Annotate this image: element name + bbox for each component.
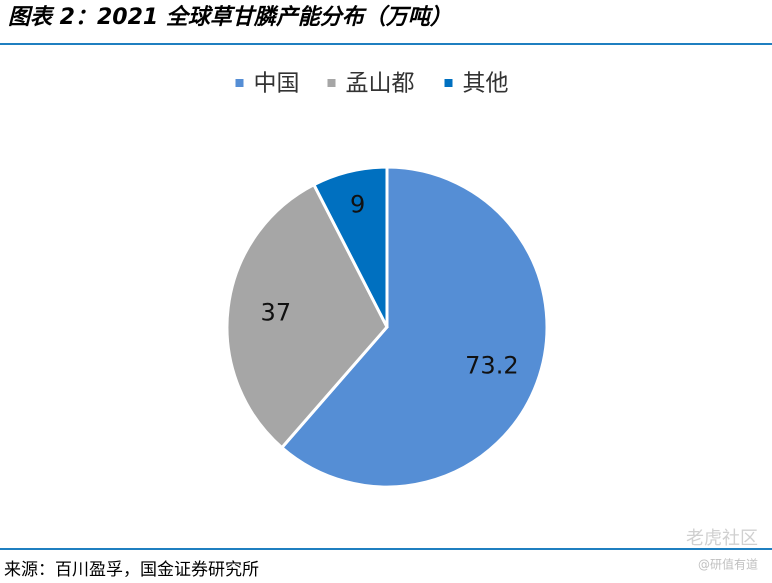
legend-marker [235,79,244,87]
data-label: 37 [261,298,292,326]
source: 来源：百川盈孚，国金证券研究所 [4,560,259,580]
pie-slice [311,165,389,328]
legend-label: 中国 [254,71,300,97]
legend-label: 孟山都 [346,71,415,97]
data-label: 9 [350,191,365,219]
chart-title: 图表 2：2021 全球草甘膦产能分布（万吨） [8,4,452,30]
pie-slice [279,165,549,489]
legend-marker [327,79,336,87]
watermark: 老虎社区 [686,528,758,549]
legend-label: 其他 [463,71,509,97]
legend-marker [444,79,453,87]
data-label: 73.2 [465,351,518,379]
watermark-sub: @研值有道 [698,557,758,572]
